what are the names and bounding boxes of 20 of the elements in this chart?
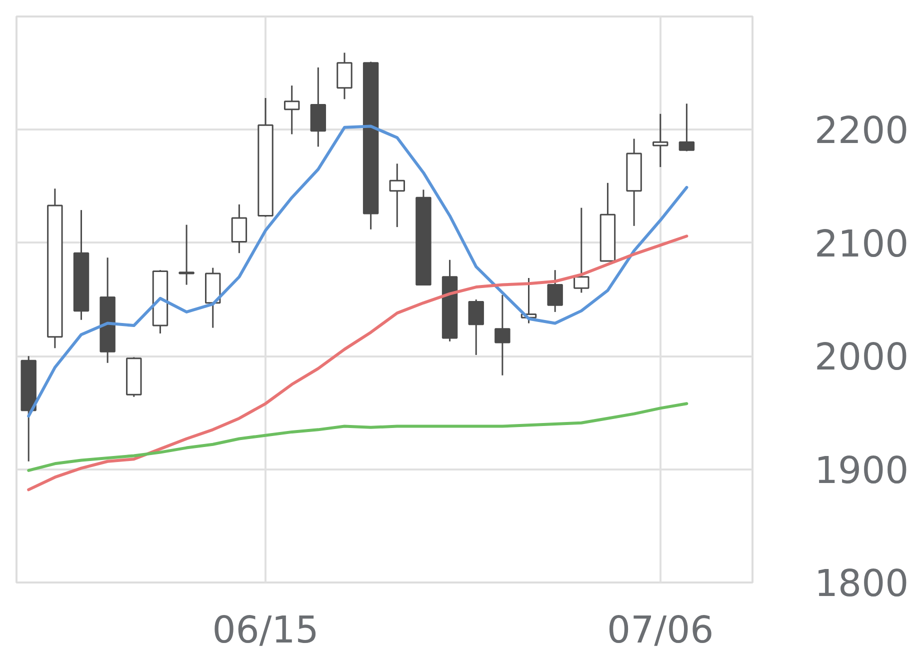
y-tick-label: 2100 bbox=[814, 222, 909, 266]
y-tick-label: 1800 bbox=[814, 562, 909, 605]
line-series bbox=[27, 124, 688, 418]
candlestick bbox=[678, 102, 695, 152]
line-series bbox=[27, 402, 688, 472]
candlestick bbox=[574, 207, 590, 294]
x-tick-label: 06/15 bbox=[212, 608, 319, 652]
y-tick-label: 2200 bbox=[814, 109, 909, 152]
y-tick-label: 1900 bbox=[814, 448, 909, 492]
candlestick bbox=[494, 294, 510, 376]
candlestick bbox=[547, 269, 563, 313]
y-tick-label: 2000 bbox=[814, 336, 909, 379]
line-series bbox=[27, 234, 688, 492]
candlestick bbox=[178, 224, 194, 286]
candlestick bbox=[231, 204, 248, 254]
x-tick-label: 07/06 bbox=[607, 608, 714, 652]
candlestick bbox=[284, 84, 300, 135]
candlestick bbox=[389, 162, 405, 228]
candlestick bbox=[652, 113, 668, 168]
candlestick bbox=[468, 298, 484, 356]
